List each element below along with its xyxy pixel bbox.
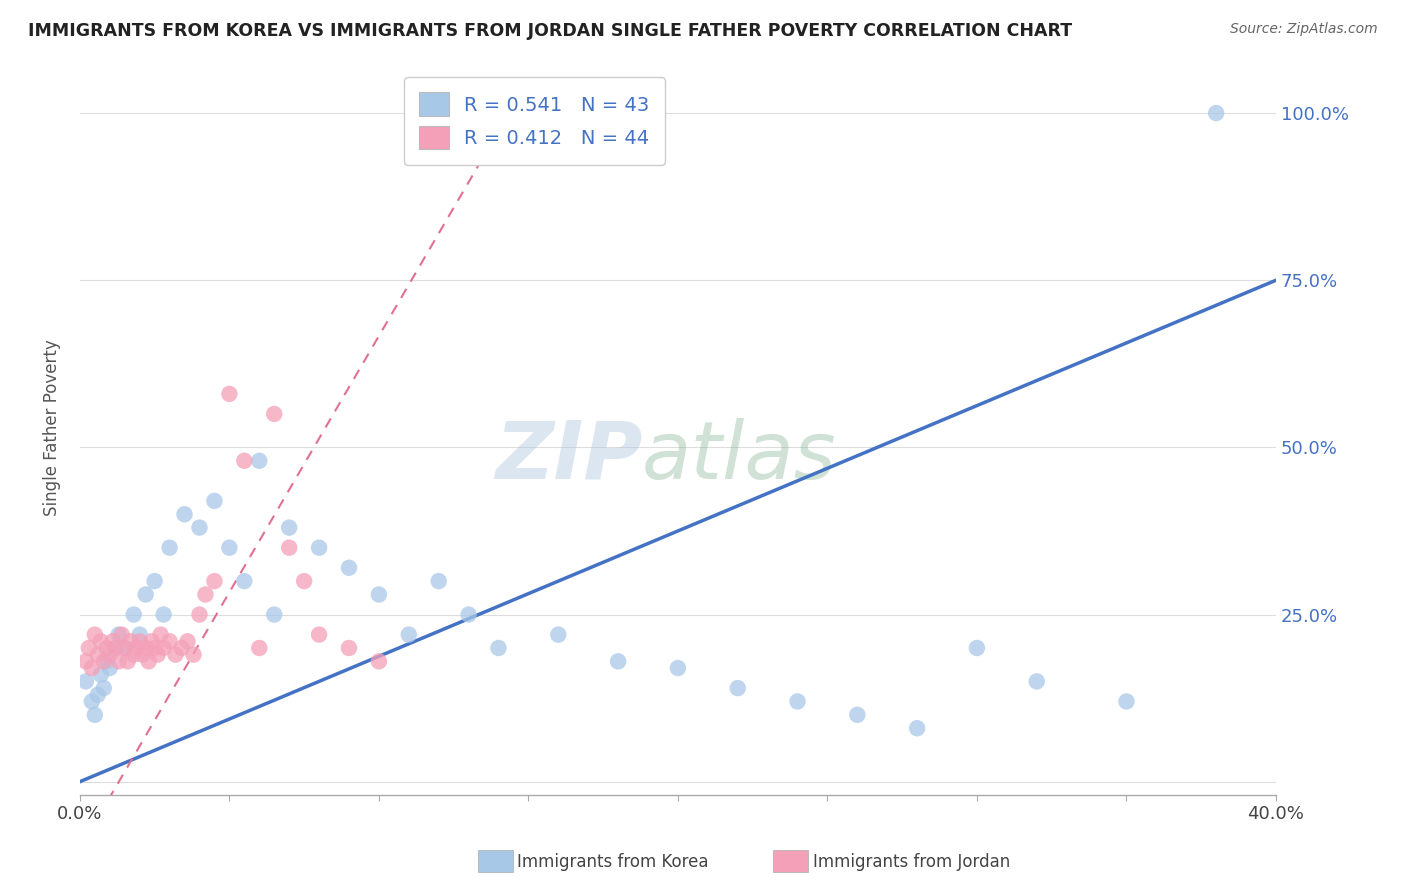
Point xyxy=(263,607,285,622)
Point xyxy=(75,654,97,668)
Point xyxy=(1115,694,1137,708)
Point xyxy=(188,521,211,535)
Point xyxy=(846,707,869,722)
Point xyxy=(233,454,256,468)
Point xyxy=(1205,106,1227,120)
Point xyxy=(188,607,211,622)
Point xyxy=(905,721,928,735)
Text: Immigrants from Jordan: Immigrants from Jordan xyxy=(813,853,1010,871)
Point xyxy=(218,541,240,555)
Point xyxy=(194,587,217,601)
Point xyxy=(427,574,450,588)
Point xyxy=(83,627,105,641)
Point xyxy=(263,407,285,421)
Point xyxy=(159,541,181,555)
Y-axis label: Single Father Poverty: Single Father Poverty xyxy=(44,339,60,516)
Point xyxy=(90,667,112,681)
Point xyxy=(165,648,187,662)
Point xyxy=(233,574,256,588)
Point xyxy=(122,648,145,662)
Point xyxy=(218,387,240,401)
Point xyxy=(90,634,112,648)
Point xyxy=(122,607,145,622)
Point xyxy=(128,627,150,641)
Point xyxy=(292,574,315,588)
Text: atlas: atlas xyxy=(643,417,837,496)
Point xyxy=(104,640,127,655)
Point xyxy=(117,654,139,668)
Point xyxy=(80,661,103,675)
Point xyxy=(138,654,160,668)
Point xyxy=(204,494,226,508)
Legend: R = 0.541   N = 43, R = 0.412   N = 44: R = 0.541 N = 43, R = 0.412 N = 44 xyxy=(404,77,665,165)
Point xyxy=(176,634,198,648)
Point xyxy=(159,634,181,648)
Point xyxy=(278,521,301,535)
Point xyxy=(135,587,157,601)
Point xyxy=(96,654,118,668)
Point xyxy=(1025,674,1047,689)
Point xyxy=(125,640,148,655)
Point xyxy=(101,634,124,648)
Point xyxy=(204,574,226,588)
Point xyxy=(152,640,174,655)
Point xyxy=(547,627,569,641)
Point xyxy=(143,574,166,588)
Point xyxy=(966,640,988,655)
Point xyxy=(131,648,153,662)
Point xyxy=(367,654,389,668)
Point xyxy=(308,627,330,641)
Text: IMMIGRANTS FROM KOREA VS IMMIGRANTS FROM JORDAN SINGLE FATHER POVERTY CORRELATIO: IMMIGRANTS FROM KOREA VS IMMIGRANTS FROM… xyxy=(28,22,1073,40)
Text: Source: ZipAtlas.com: Source: ZipAtlas.com xyxy=(1230,22,1378,37)
Point xyxy=(337,560,360,574)
Point xyxy=(170,640,193,655)
Point xyxy=(183,648,205,662)
Text: Immigrants from Korea: Immigrants from Korea xyxy=(517,853,709,871)
Point xyxy=(398,627,420,641)
Text: ZIP: ZIP xyxy=(495,417,643,496)
Point xyxy=(149,627,172,641)
Point xyxy=(247,454,270,468)
Point xyxy=(278,541,301,555)
Point xyxy=(93,654,115,668)
Point xyxy=(135,640,157,655)
Point xyxy=(337,640,360,655)
Point xyxy=(727,681,749,695)
Point xyxy=(786,694,808,708)
Point xyxy=(120,634,142,648)
Point xyxy=(96,640,118,655)
Point xyxy=(607,654,630,668)
Point xyxy=(666,661,689,675)
Point xyxy=(93,681,115,695)
Point xyxy=(98,661,121,675)
Point xyxy=(107,627,129,641)
Point xyxy=(146,648,169,662)
Point xyxy=(247,640,270,655)
Point xyxy=(152,607,174,622)
Point xyxy=(173,508,195,522)
Point xyxy=(488,640,510,655)
Point xyxy=(87,688,110,702)
Point xyxy=(87,648,110,662)
Point xyxy=(80,694,103,708)
Point xyxy=(83,707,105,722)
Point xyxy=(114,640,136,655)
Point xyxy=(107,654,129,668)
Point xyxy=(143,640,166,655)
Point xyxy=(308,541,330,555)
Point xyxy=(128,634,150,648)
Point xyxy=(77,640,100,655)
Point xyxy=(104,640,127,655)
Point xyxy=(114,640,136,655)
Point xyxy=(141,634,163,648)
Point xyxy=(367,587,389,601)
Point xyxy=(75,674,97,689)
Point xyxy=(457,607,479,622)
Point xyxy=(98,648,121,662)
Point xyxy=(111,627,134,641)
